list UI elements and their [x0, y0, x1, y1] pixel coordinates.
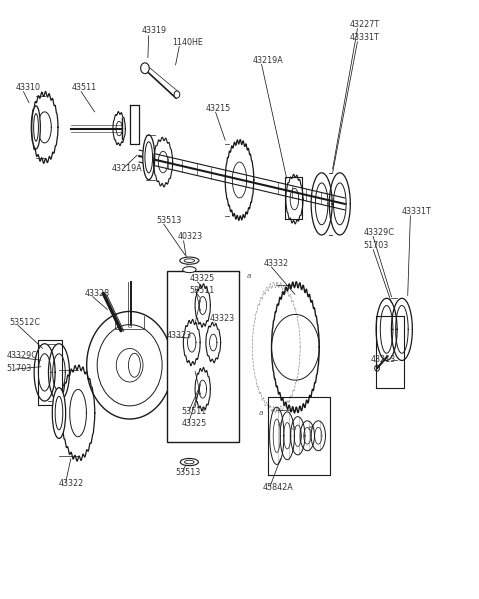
- Text: 43325: 43325: [181, 419, 206, 428]
- Text: 43227T: 43227T: [349, 20, 379, 29]
- Text: 43511: 43511: [71, 83, 96, 92]
- Circle shape: [141, 63, 149, 74]
- Ellipse shape: [182, 267, 196, 273]
- Text: 43213: 43213: [371, 355, 396, 364]
- Text: a: a: [292, 425, 297, 431]
- Text: a: a: [308, 425, 312, 431]
- Text: 53511: 53511: [189, 286, 215, 295]
- Ellipse shape: [32, 106, 40, 149]
- Text: 43323: 43323: [167, 331, 192, 340]
- Text: 53512C: 53512C: [9, 317, 40, 326]
- Text: 1140HE: 1140HE: [172, 38, 204, 47]
- Ellipse shape: [180, 257, 199, 264]
- Text: 53513: 53513: [156, 216, 181, 225]
- Text: 45842A: 45842A: [262, 483, 293, 492]
- Text: 43323: 43323: [210, 314, 235, 323]
- Text: 51703: 51703: [364, 241, 389, 250]
- Circle shape: [174, 91, 180, 98]
- Ellipse shape: [143, 135, 155, 180]
- Text: 53513: 53513: [175, 468, 200, 477]
- Text: 43331T: 43331T: [349, 34, 379, 43]
- Ellipse shape: [52, 388, 66, 438]
- Text: 43219A: 43219A: [112, 164, 142, 173]
- Bar: [167, 271, 239, 441]
- Text: a: a: [259, 410, 263, 416]
- Text: 43329C: 43329C: [364, 228, 395, 237]
- Circle shape: [375, 365, 379, 371]
- Text: 43322: 43322: [59, 479, 84, 488]
- Text: 43325: 43325: [189, 274, 215, 283]
- Text: 43332: 43332: [263, 259, 288, 268]
- Text: 53511: 53511: [181, 407, 206, 416]
- Text: a: a: [127, 323, 132, 329]
- Text: 43328: 43328: [84, 289, 109, 298]
- Text: 51703: 51703: [6, 364, 32, 373]
- Text: a: a: [278, 421, 282, 427]
- Text: 43329C: 43329C: [6, 351, 37, 360]
- Text: 43331T: 43331T: [402, 207, 432, 216]
- Ellipse shape: [180, 458, 198, 465]
- Text: a: a: [247, 273, 251, 279]
- Text: 43215: 43215: [206, 104, 231, 113]
- Text: 43219A: 43219A: [253, 56, 284, 65]
- Text: 43319: 43319: [142, 26, 167, 35]
- Text: 40323: 40323: [177, 232, 203, 241]
- Text: 43310: 43310: [16, 83, 41, 92]
